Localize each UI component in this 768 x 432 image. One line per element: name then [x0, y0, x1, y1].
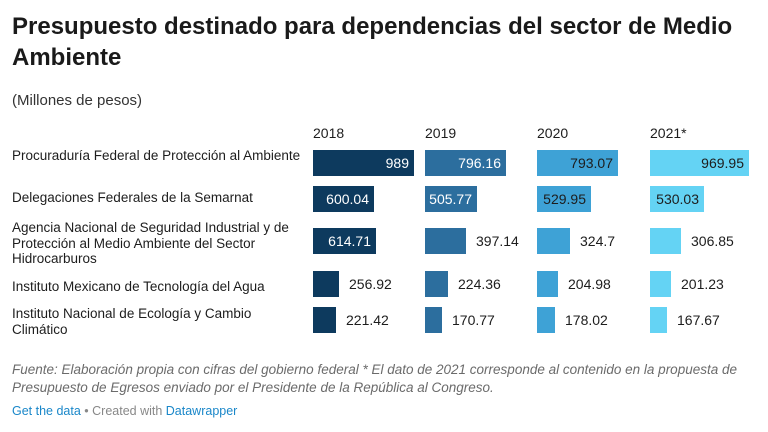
value-label: 505.77	[429, 191, 472, 207]
bar	[650, 271, 671, 297]
bar	[537, 271, 558, 297]
value-label: 529.95	[543, 191, 586, 207]
chart-subtitle: (Millones de pesos)	[12, 92, 143, 109]
column-header-2021: 2021*	[650, 125, 687, 141]
value-label: 178.02	[565, 312, 608, 328]
bar	[650, 150, 749, 176]
bar	[313, 186, 374, 212]
bar	[425, 150, 506, 176]
chart-title: Presupuesto destinado para dependencias …	[12, 13, 733, 71]
bar	[537, 307, 555, 333]
bar	[313, 228, 376, 254]
value-label: 989	[385, 155, 409, 171]
row-label: Delegaciones Federales de la Semarnat	[12, 190, 253, 205]
value-label: 793.07	[570, 155, 613, 171]
value-label: 324.7	[580, 233, 616, 249]
bar	[650, 228, 681, 254]
value-label: 969.95	[701, 155, 744, 171]
row-label: Agencia Nacional de Seguridad Industrial…	[12, 220, 289, 266]
bar	[425, 228, 466, 254]
row-label: Procuraduría Federal de Protección al Am…	[12, 148, 301, 163]
bar	[425, 271, 448, 297]
value-label: 306.85	[691, 233, 734, 249]
bar	[537, 150, 618, 176]
value-label: 397.14	[476, 233, 519, 249]
chart-notes: Fuente: Elaboración propia con cifras de…	[12, 362, 737, 395]
bar	[650, 307, 667, 333]
value-label: 600.04	[326, 191, 369, 207]
value-label: 256.92	[349, 276, 392, 292]
bar	[313, 307, 336, 333]
column-header-2019: 2019	[425, 125, 457, 141]
value-label: 530.03	[656, 191, 699, 207]
chart-footer: Get the data • Created with Datawrapper	[12, 404, 237, 418]
bar	[425, 186, 477, 212]
get-the-data-link[interactable]: Get the data	[12, 404, 81, 418]
value-label: 221.42	[346, 312, 389, 328]
value-label: 167.67	[677, 312, 720, 328]
value-label: 614.71	[328, 233, 371, 249]
bar	[313, 150, 414, 176]
value-label: 224.36	[458, 276, 501, 292]
bar	[650, 186, 704, 212]
column-header-2018: 2018	[313, 125, 345, 141]
row-label: Instituto Nacional de Ecología y Cambio …	[12, 306, 252, 337]
value-label: 170.77	[452, 312, 495, 328]
value-label: 796.16	[458, 155, 501, 171]
column-header-2020: 2020	[537, 125, 569, 141]
value-label: 204.98	[568, 276, 611, 292]
bar	[537, 228, 570, 254]
footer-separator: • Created with	[80, 404, 166, 418]
bar	[313, 271, 339, 297]
row-label: Instituto Mexicano de Tecnología del Agu…	[12, 279, 265, 294]
datawrapper-link[interactable]: Datawrapper	[165, 404, 238, 418]
bar	[425, 307, 442, 333]
bar	[537, 186, 591, 212]
value-label: 201.23	[681, 276, 724, 292]
